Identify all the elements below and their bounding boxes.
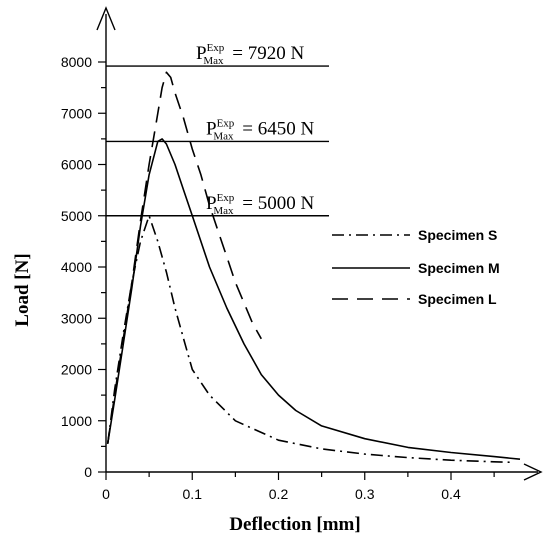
y-tick-label: 3000 <box>61 310 92 326</box>
series-lines <box>106 71 521 464</box>
series-line-1 <box>106 215 512 464</box>
reference-lines: PExp Max = 7920 N PExp Max = 6450 N PExp Max … <box>106 42 329 217</box>
x-tick-label: 0.1 <box>183 486 203 502</box>
y-tick-label: 6000 <box>61 157 92 173</box>
reference-label: PExp Max = 5000 N <box>206 192 314 217</box>
y-tick-label: 0 <box>84 464 92 480</box>
legend-label: Specimen M <box>418 260 500 276</box>
y-axis-arrow <box>96 6 116 31</box>
x-tick-label: 0.3 <box>355 486 375 502</box>
y-tick-label: 7000 <box>61 105 92 121</box>
y-tick-label: 2000 <box>61 362 92 378</box>
y-axis-title: Load [N] <box>12 253 33 326</box>
legend: Specimen S Specimen M Specimen L <box>332 227 500 307</box>
y-tick-label: 4000 <box>61 259 92 275</box>
reference-label: PExp Max = 7920 N <box>196 42 304 67</box>
legend-label: Specimen S <box>418 227 497 243</box>
x-tick-label: 0 <box>102 486 110 502</box>
y-tick-label: 5000 <box>61 208 92 224</box>
series-line-2 <box>106 138 521 460</box>
y-tick-label: 1000 <box>61 413 92 429</box>
x-tick-label: 0.4 <box>441 486 461 502</box>
axes <box>96 6 543 481</box>
reference-label: PExp Max = 6450 N <box>206 117 314 142</box>
y-tick-label: 8000 <box>61 54 92 70</box>
tick-labels: 0 1000 2000 3000 4000 5000 6000 7000 8000 0 0.1 0.2… <box>61 54 461 502</box>
series-line-3 <box>106 71 262 444</box>
x-axis-arrow <box>523 463 543 481</box>
legend-label: Specimen L <box>418 291 497 307</box>
x-axis-title: Deflection [mm] <box>229 514 360 535</box>
x-tick-label: 0.2 <box>269 486 289 502</box>
